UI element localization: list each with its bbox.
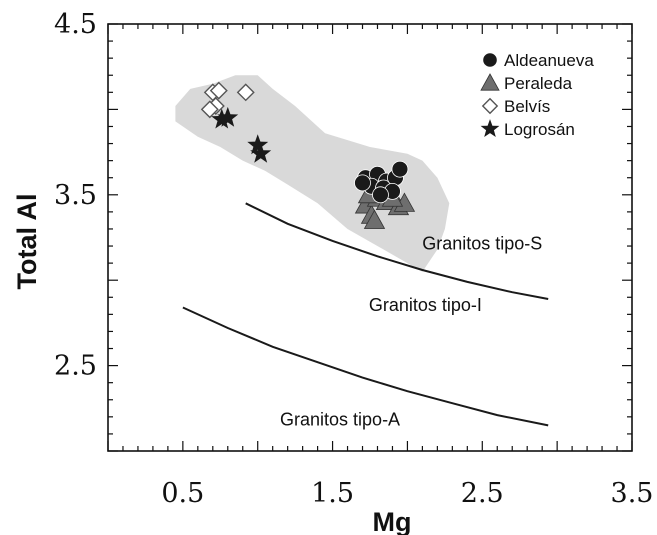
- legend-label-belvis: Belvís: [504, 97, 550, 116]
- y-tick-label: 2.5: [54, 351, 97, 382]
- x-tick-label: 1.5: [311, 478, 354, 509]
- point-aldeanueva: [372, 186, 389, 204]
- x-tick-label: 3.5: [611, 478, 654, 509]
- y-axis-title: Total Al: [12, 194, 42, 290]
- x-tick-label: 0.5: [161, 478, 204, 509]
- boundary-lines-layer: [182, 202, 549, 427]
- point-aldeanueva: [354, 174, 371, 192]
- y-tick-label: 4.5: [54, 9, 97, 40]
- x-axis-title: Mg: [373, 507, 412, 535]
- plot-frame: [107, 23, 633, 452]
- legend-label-logrosan: Logrosán: [504, 120, 575, 139]
- labels-layer: 0.5 1.5 2.5 3.5 2.5 3.5 4.5 Mg Total Al Granitos …: [12, 9, 653, 535]
- point-logrosan: [250, 142, 272, 163]
- boundary-line-granitos-tipo-s: [245, 202, 549, 300]
- y-tick-label: 3.5: [54, 180, 97, 211]
- boundary-line-granitos-tipo-i: [182, 306, 549, 427]
- point-belvis: [236, 83, 255, 102]
- region-label-granitos-tipo-s: Granitos tipo-S: [422, 233, 542, 253]
- legend-marker-peraleda: [480, 73, 500, 91]
- region-label-granitos-tipo-a: Granitos tipo-A: [280, 409, 400, 429]
- data-points-layer: [200, 81, 416, 229]
- legend-marker-belvis: [481, 97, 499, 115]
- axes-layer: [107, 23, 633, 452]
- legend: Aldeanueva Peraleda Belvís Logrosán: [480, 51, 594, 139]
- legend-marker-logrosan: [480, 119, 500, 137]
- point-belvis: [209, 81, 228, 100]
- point-logrosan: [247, 134, 269, 155]
- point-logrosan: [211, 108, 233, 129]
- point-peraleda: [363, 209, 386, 229]
- x-tick-label: 2.5: [461, 478, 504, 509]
- legend-marker-aldeanueva: [482, 52, 498, 68]
- legend-label-peraleda: Peraleda: [504, 74, 573, 93]
- point-aldeanueva: [391, 160, 409, 178]
- point-belvis: [200, 100, 219, 119]
- point-logrosan: [217, 106, 239, 127]
- legend-label-aldeanueva: Aldeanueva: [504, 51, 594, 70]
- region-label-granitos-tipo-i: Granitos tipo-I: [369, 295, 482, 315]
